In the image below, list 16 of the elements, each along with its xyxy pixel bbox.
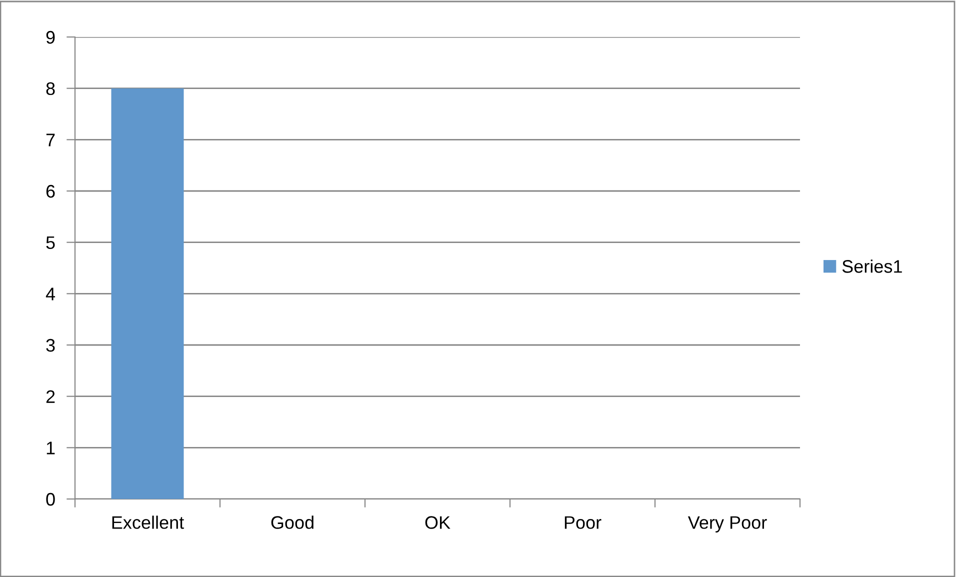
y-tick-label: 8 — [46, 82, 55, 96]
y-tick-label: 9 — [46, 30, 55, 44]
y-tick-label: 0 — [46, 492, 55, 506]
y-tick-label: 4 — [46, 288, 56, 300]
legend-label: Series1 — [842, 260, 902, 273]
y-tick-label: 5 — [46, 236, 55, 250]
y-tick-label: 2 — [46, 390, 55, 403]
x-tick-label: Excellent — [112, 516, 184, 529]
y-tick-label: 3 — [46, 338, 55, 352]
x-tick-label: Good — [271, 516, 314, 529]
y-tick-label: 1 — [46, 442, 55, 454]
y-tick-label: 6 — [46, 184, 55, 198]
x-tick-label: Poor — [564, 516, 602, 529]
x-tick-label: OK — [425, 516, 450, 529]
x-tick-label: Very Poor — [688, 516, 767, 532]
y-tick-label: 7 — [46, 134, 55, 146]
